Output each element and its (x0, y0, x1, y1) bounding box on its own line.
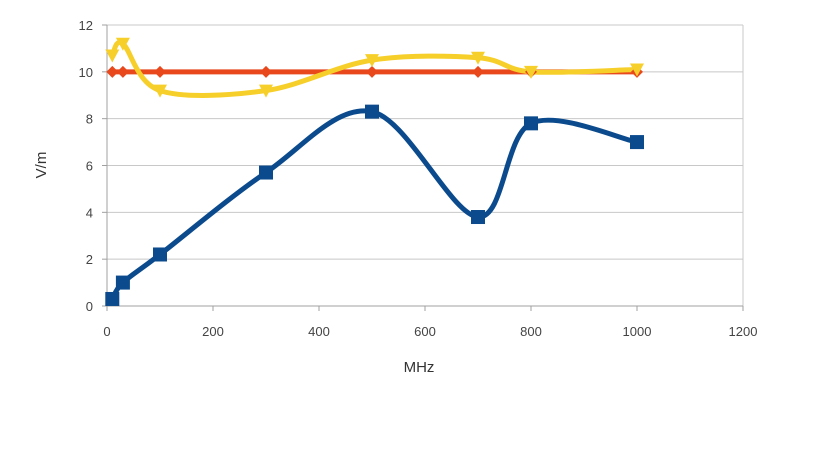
tick-labels: 0 2 4 6 8 10 12 0 200 400 600 800 1000 1200 (79, 18, 758, 339)
series-2-point-1 (115, 275, 130, 290)
series-2-point-5 (471, 210, 485, 225)
series-2-point-0 (105, 291, 120, 306)
series-1-point-0 (105, 49, 120, 63)
series-1-point-3 (259, 84, 273, 98)
axes (102, 24, 744, 311)
x-tick-label-4: 800 (520, 324, 542, 339)
x-tick-label-2: 400 (308, 324, 330, 339)
series-0-point-4 (366, 65, 378, 78)
y-tick-label-0: 0 (86, 299, 93, 314)
series-2-point-7 (630, 135, 644, 150)
x-tick-label-5: 1000 (623, 324, 652, 339)
series-1-point-1 (115, 37, 130, 51)
series-2-point-6 (524, 116, 538, 131)
y-tick-label-2: 4 (86, 205, 93, 220)
y-tick-label-4: 8 (86, 112, 93, 127)
x-tick-label-6: 1200 (729, 324, 758, 339)
series-2-line (109, 108, 640, 302)
y-tick-label-6: 12 (79, 18, 93, 33)
series-2-point-3 (259, 165, 273, 180)
series-1-point-4 (365, 54, 379, 68)
series-0-point-5 (472, 65, 484, 78)
x-tick-label-0: 0 (103, 324, 110, 339)
series-1-point-2 (153, 84, 167, 98)
series-1-point-6 (524, 65, 538, 79)
y-tick-label-5: 10 (79, 65, 93, 80)
series-0-point-3 (260, 65, 272, 78)
series-0-point-0 (106, 65, 119, 78)
series-lines (109, 40, 640, 302)
x-axis-title: MHz (404, 359, 435, 376)
series-markers (105, 37, 644, 306)
y-tick-label-1: 2 (86, 252, 93, 267)
series-1-point-7 (630, 63, 644, 77)
x-tick-label-3: 600 (414, 324, 436, 339)
series-0-point-1 (116, 65, 129, 78)
y-axis-title: V/m (33, 152, 50, 179)
y-tick-label-3: 6 (86, 159, 93, 174)
series-1-point-5 (471, 51, 485, 65)
series-0-point-2 (154, 65, 166, 78)
series-2-point-4 (365, 104, 379, 119)
series-2-point-2 (153, 247, 167, 262)
x-tick-label-1: 200 (202, 324, 224, 339)
